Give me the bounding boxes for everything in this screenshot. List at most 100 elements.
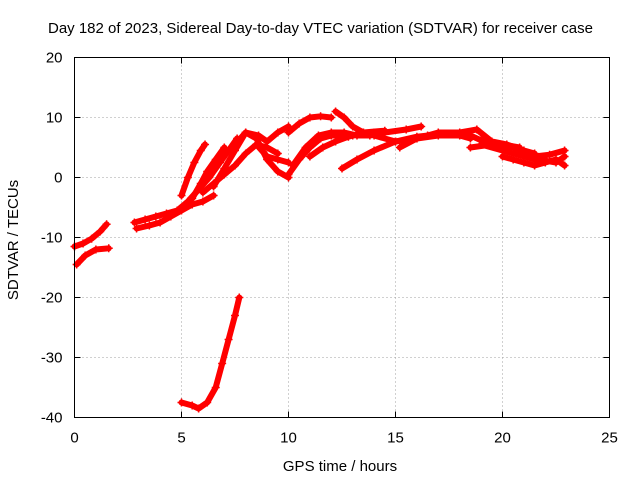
data-point [166,212,175,221]
series-line [178,294,243,412]
data-point [81,251,90,260]
series-arc-4 [132,191,218,233]
series-arc-2 [72,244,113,269]
data-point [417,122,426,131]
data-point [560,161,569,170]
data-point [391,137,400,146]
data-point [331,137,340,146]
data-point [141,215,150,224]
data-point [235,293,244,302]
y-tick-label: 10 [46,110,63,127]
series-arc-6 [188,143,229,203]
data-point [209,182,218,191]
series-arc-21 [466,140,569,161]
data-point [198,188,207,197]
data-point [305,152,314,161]
x-tick-label: 0 [70,430,78,447]
x-tick-label: 5 [177,430,185,447]
data-point [359,128,368,137]
data-point [344,132,353,141]
data-point [177,398,186,407]
data-point [263,152,272,161]
data-point [252,140,261,149]
data-point [151,212,160,221]
data-point [545,150,554,159]
data-point [327,128,336,137]
tick-layer: 0 5 10 15 20 25 -40 -30 -20 -10 0 10 20 [41,50,618,447]
data-point [509,143,518,152]
data-point [188,401,197,410]
data-point [177,206,186,215]
series-line [253,141,292,166]
data-point [194,404,203,413]
data-point [87,234,96,243]
data-point [288,161,297,170]
data-point [177,191,186,200]
data-point [455,128,464,137]
data-point [220,143,229,152]
data-point [395,143,404,152]
data-point [423,131,432,140]
x-tick-label: 10 [280,430,297,447]
data-point [188,194,197,203]
data-point [224,335,233,344]
data-point [318,143,327,152]
data-point [273,128,282,137]
data-point [203,398,212,407]
y-axis-label: SDTVAR / TECUs [5,180,22,300]
data-point [196,146,205,155]
series-layer [70,107,569,413]
data-point [203,167,212,176]
data-point [301,143,310,152]
data-point [254,131,263,140]
data-point [91,245,100,254]
data-point [273,155,282,164]
y-tick-label: -30 [41,350,63,367]
data-point [338,164,346,173]
data-point [218,359,227,368]
data-point [130,218,139,227]
y-tick-label: -10 [41,230,63,247]
series-arc-16 [305,126,389,161]
data-point [560,146,569,155]
data-point [201,140,210,149]
data-point [196,179,205,188]
data-point [434,128,443,137]
data-point [530,161,539,170]
x-axis-label: GPS time / hours [283,458,397,475]
data-point [102,220,111,229]
series-arc-20 [498,152,569,170]
data-point [331,107,340,116]
series-arc-9 [231,122,293,149]
data-point [327,113,336,122]
data-point [72,260,81,269]
data-point [370,146,379,155]
data-point [145,221,154,230]
data-point [284,158,293,167]
data-point [316,112,325,121]
x-tick-label: 20 [494,430,511,447]
data-point [198,197,207,206]
x-tick-label: 25 [601,430,618,447]
data-point [104,244,113,253]
data-point [183,173,192,182]
data-point [541,158,550,167]
data-point [211,383,220,392]
series-arc-10 [252,140,293,167]
data-point [241,128,250,137]
data-point [295,119,304,128]
data-point [284,170,293,179]
data-point [487,140,496,149]
data-point [231,311,239,320]
data-point [305,113,314,122]
y-tick-label: -20 [41,290,63,307]
data-point [352,155,361,164]
data-point [314,131,323,140]
series-line [73,245,112,268]
data-point [156,218,165,227]
data-point [466,143,475,152]
data-point [231,161,239,170]
data-point [380,126,389,135]
data-point [348,122,357,131]
